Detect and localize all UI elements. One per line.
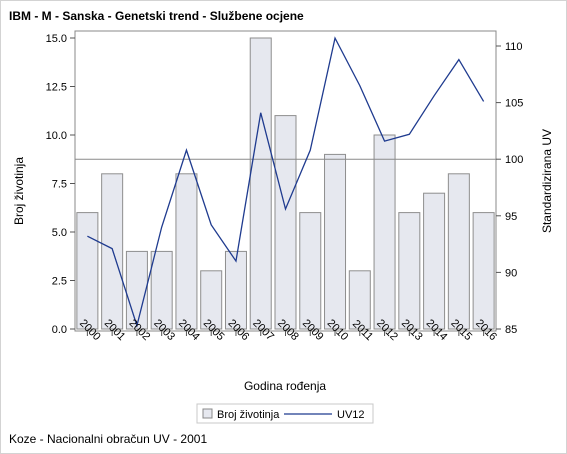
bar-2011: [348, 270, 371, 330]
chart-title: IBM - M - Sanska - Genetski trend - Služ…: [9, 9, 304, 23]
y2-tick-label: 105: [505, 98, 523, 110]
y2-tick-label: 90: [505, 267, 517, 279]
right-axis: 85 90 95 100 105 110: [496, 41, 523, 336]
y-tick-label: 0.0: [52, 324, 67, 336]
y-tick-label: 5.0: [52, 227, 67, 239]
legend-bar-swatch: [202, 408, 213, 419]
y-tick-label: 12.5: [46, 82, 67, 94]
bar-2003: [150, 250, 173, 330]
y2-tick-label: 85: [505, 324, 517, 336]
y2-tick-label: 95: [505, 211, 517, 223]
bar-2012: [373, 134, 396, 330]
uv12-line: [87, 36, 485, 328]
bar-2007: [249, 37, 272, 330]
y-axis-label: Broj životinja: [12, 157, 26, 225]
legend-box: [196, 403, 374, 424]
bar-2014: [423, 192, 446, 330]
bar-2000: [76, 212, 99, 330]
legend: Broj životinja UV12: [196, 403, 374, 424]
y-tick-label: 10.0: [46, 130, 67, 142]
bar-2005: [200, 270, 223, 330]
y2-tick-label: 100: [505, 154, 523, 166]
y-tick-label: 2.5: [52, 276, 67, 288]
bar-2002: [125, 250, 148, 330]
y2-axis-label: Standardizirana UV: [540, 129, 554, 233]
footnote: Koze - Nacionalni obračun UV - 2001: [9, 432, 207, 446]
y2-tick-label: 110: [505, 41, 523, 53]
bar-2016: [472, 212, 495, 330]
bar-2010: [324, 153, 347, 330]
y-tick-label: 7.5: [52, 179, 67, 191]
legend-line-label: UV12: [337, 409, 365, 421]
bar-2001: [101, 173, 124, 330]
bar-2008: [274, 115, 297, 330]
x-axis-label: Godina rođenja: [244, 379, 326, 393]
bar-2015: [447, 173, 470, 330]
bar-2004: [175, 173, 198, 330]
bar-2006: [224, 250, 247, 330]
left-axis: 0.0 2.5 5.0 7.5 10.0 12.5 15.0: [46, 33, 75, 336]
bar-2009: [299, 212, 322, 330]
legend-bar-label: Broj životinja: [217, 409, 280, 421]
bar-2013: [398, 212, 421, 330]
y-tick-label: 15.0: [46, 33, 67, 45]
